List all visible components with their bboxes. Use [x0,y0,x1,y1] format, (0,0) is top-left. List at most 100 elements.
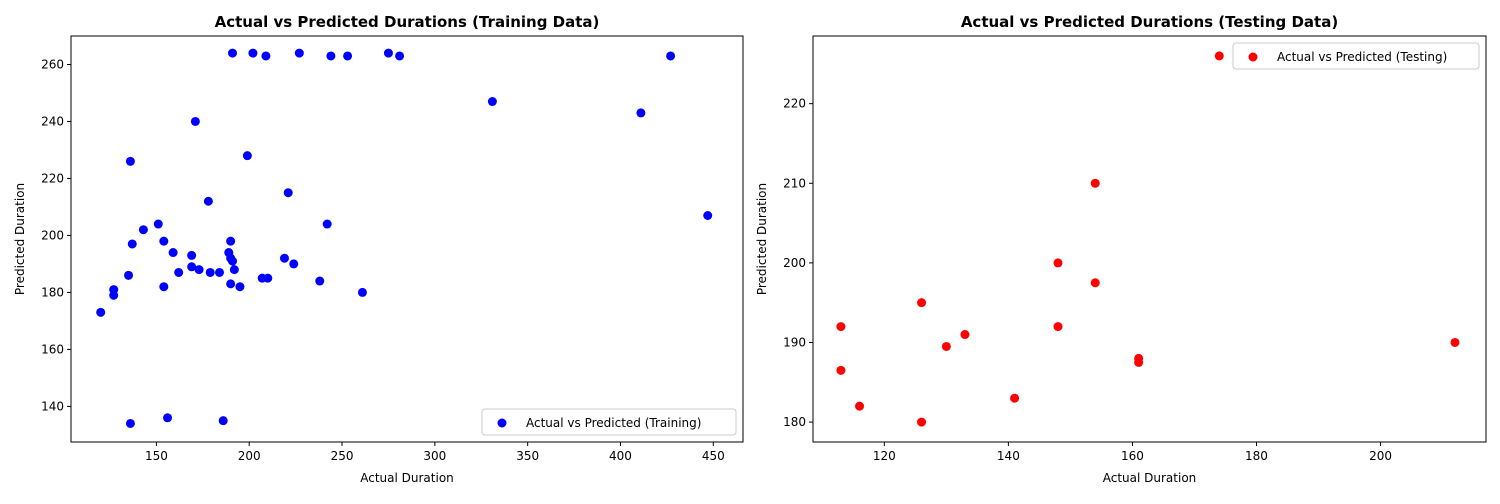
data-point [138,225,148,235]
x-tick-label: 120 [873,449,896,463]
data-point [153,219,163,229]
legend-box [481,408,737,436]
data-point [941,341,951,351]
y-tick-label: 140 [41,399,64,413]
data-point [203,196,213,206]
data-point [326,51,336,61]
x-tick-label: 160 [1121,449,1144,463]
data-point [235,282,245,292]
chart-title: Actual vs Predicted Durations (Training … [215,13,600,31]
data-point [109,290,119,300]
data-point [917,417,927,427]
y-axis-label: Predicted Duration [13,183,27,295]
legend-marker [497,418,507,428]
data-point [228,48,238,58]
data-point [163,413,173,423]
y-tick-label: 180 [783,415,806,429]
y-tick-label: 180 [41,285,64,299]
data-point [1134,357,1144,367]
x-tick-label: 180 [1245,449,1268,463]
legend-box [1232,42,1480,70]
chart-testing: 120 140 160 180 200 180 190 200 210 220 Actual vs … [755,13,1487,485]
chart-training: 150 200 250 300 350 400 450 140 160 180 200 220 240 2… [13,13,744,485]
data-point [261,51,271,61]
data-point [187,262,197,272]
data-point [487,97,497,107]
data-point [1214,51,1224,61]
legend-label: Actual vs Predicted (Testing) [1277,50,1447,64]
x-tick-label: 450 [702,449,725,463]
axes-frame [812,35,1487,443]
data-point [315,276,325,286]
x-axis-label: Actual Duration [1103,471,1197,485]
data-point [159,282,169,292]
data-point [289,259,299,269]
y-tick-label: 220 [41,171,64,185]
data-point [855,401,865,411]
y-axis-label: Predicted Duration [755,183,769,295]
data-point [1090,278,1100,288]
data-point [125,156,135,166]
x-tick-label: 200 [238,449,261,463]
y-tick-label: 240 [41,114,64,128]
data-point [228,256,238,266]
data-point [1010,393,1020,403]
data-point [263,273,273,283]
data-point [159,236,169,246]
data-point [283,188,293,198]
legend-label: Actual vs Predicted (Training) [526,416,701,430]
data-point [357,287,367,297]
data-point [218,416,228,426]
data-point [279,253,289,263]
data-point [96,307,106,317]
data-point [226,236,236,246]
data-point [205,267,215,277]
data-point [322,219,332,229]
x-tick-label: 250 [331,449,354,463]
data-point [229,265,239,275]
data-point [703,210,713,220]
data-point [248,48,258,58]
data-point [343,51,353,61]
y-tick-label: 200 [41,228,64,242]
data-point [125,418,135,428]
data-point [1090,178,1100,188]
data-point [194,265,204,275]
legend: Actual vs Predicted (Testing) [1232,42,1480,70]
y-tick-label: 260 [41,57,64,71]
data-point [836,322,846,332]
y-tick-label: 200 [783,256,806,270]
data-point [215,267,225,277]
data-point [174,267,184,277]
y-tick-label: 190 [783,335,806,349]
data-point [168,248,178,258]
data-point [294,48,304,58]
data-point [666,51,676,61]
x-tick-label: 140 [997,449,1020,463]
data-point [127,239,137,249]
data-point [1450,337,1460,347]
data-point [242,151,252,161]
data-point [636,108,646,118]
chart-title: Actual vs Predicted Durations (Testing D… [961,13,1338,31]
y-tick-label: 210 [783,176,806,190]
data-point [1053,258,1063,268]
x-tick-label: 300 [423,449,446,463]
legend: Actual vs Predicted (Training) [481,408,737,436]
data-point [1053,322,1063,332]
data-point [187,250,197,260]
y-tick-label: 160 [41,342,64,356]
axes-frame [70,35,744,443]
x-tick-label: 200 [1369,449,1392,463]
data-point [917,298,927,308]
data-point [226,279,236,289]
x-tick-label: 150 [145,449,168,463]
data-point [190,116,200,126]
x-tick-label: 350 [516,449,539,463]
data-point [395,51,405,61]
data-point [124,270,134,280]
data-point [960,330,970,340]
legend-marker [1248,52,1258,62]
